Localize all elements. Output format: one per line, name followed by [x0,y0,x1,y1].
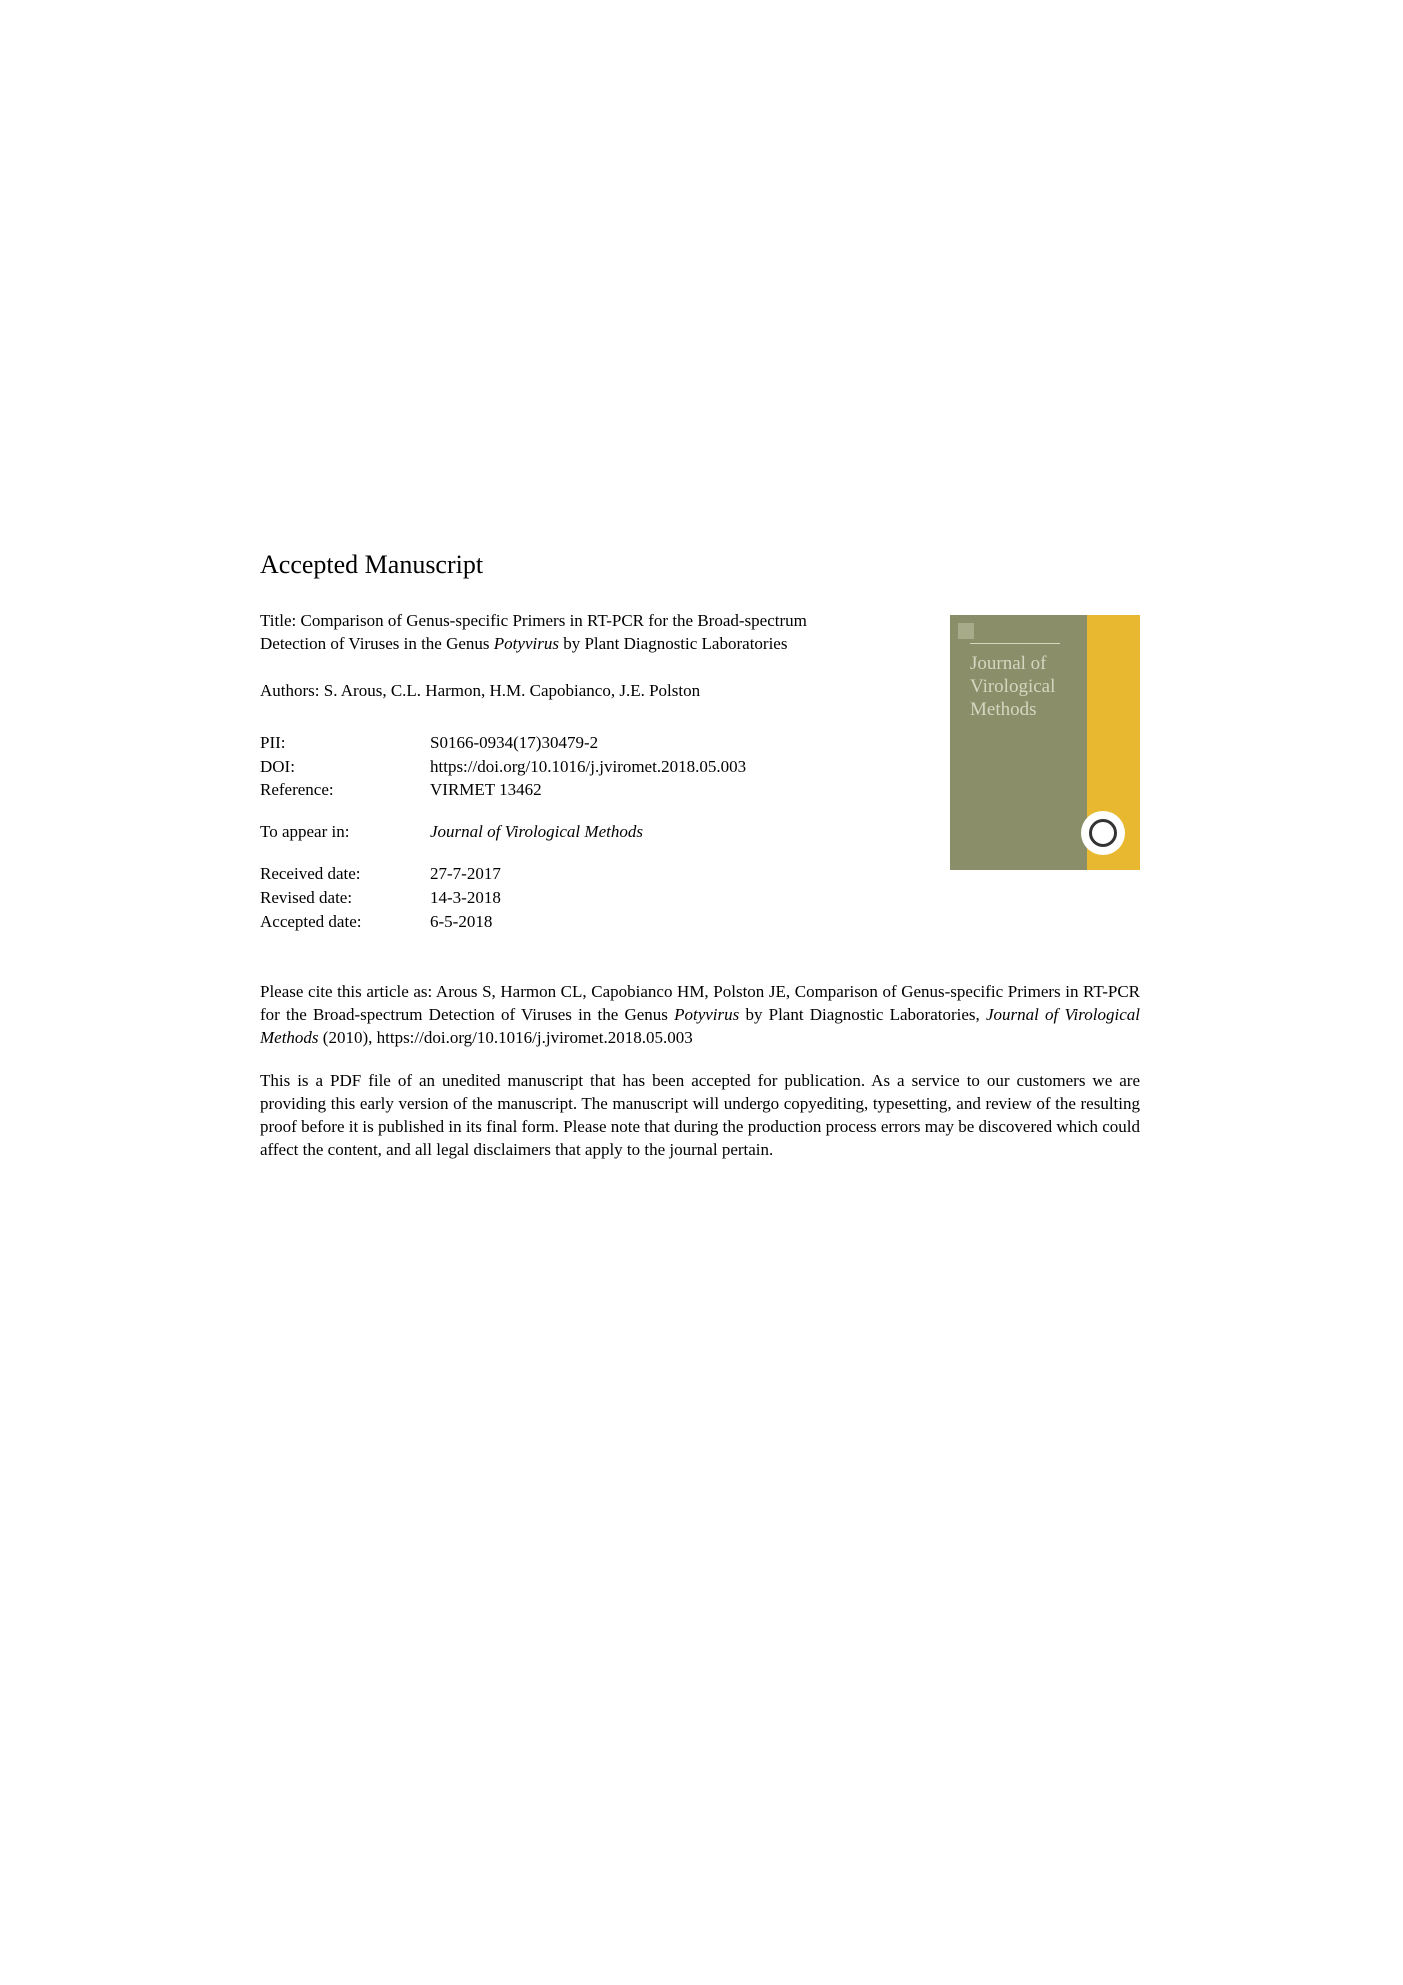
meta-value: 14-3-2018 [430,886,870,910]
cover-title: Journal of Virological Methods [970,653,1055,721]
meta-label: To appear in: [260,820,430,844]
meta-row-pii: PII: S0166-0934(17)30479-2 [260,731,870,755]
disclaimer-block: This is a PDF file of an unedited manusc… [260,1070,1140,1162]
meta-row-accepted: Accepted date: 6-5-2018 [260,910,870,934]
meta-label: Reference: [260,778,430,802]
cover-circle-icon [1081,811,1125,855]
cover-title-line: Journal of [970,653,1055,676]
page-container: Accepted Manuscript Title: Comparison of… [260,550,1140,1162]
authors-block: Authors: S. Arous, C.L. Harmon, H.M. Cap… [260,680,870,703]
content-row: Title: Comparison of Genus-specific Prim… [260,610,1140,951]
publisher-icon [958,623,974,639]
meta-row-received: Received date: 27-7-2017 [260,862,870,886]
citation-italic1: Potyvirus [674,1005,739,1024]
meta-value: S0166-0934(17)30479-2 [430,731,870,755]
meta-row-doi: DOI: https://doi.org/10.1016/j.jviromet.… [260,755,870,779]
page-heading: Accepted Manuscript [260,550,1140,580]
title-block: Title: Comparison of Genus-specific Prim… [260,610,870,656]
meta-row-revised: Revised date: 14-3-2018 [260,886,870,910]
meta-row-appearin: To appear in: Journal of Virological Met… [260,820,870,844]
meta-value: https://doi.org/10.1016/j.jviromet.2018.… [430,755,870,779]
meta-group-appearin: To appear in: Journal of Virological Met… [260,820,870,844]
cover-divider [970,643,1060,644]
citation-block: Please cite this article as: Arous S, Ha… [260,981,1140,1050]
meta-value: Journal of Virological Methods [430,820,870,844]
title-italic: Potyvirus [494,634,559,653]
meta-label: DOI: [260,755,430,779]
meta-value: VIRMET 13462 [430,778,870,802]
text-column: Title: Comparison of Genus-specific Prim… [260,610,870,951]
meta-label: Revised date: [260,886,430,910]
citation-part2: by Plant Diagnostic Laboratories, [739,1005,986,1024]
meta-group-dates: Received date: 27-7-2017 Revised date: 1… [260,862,870,933]
cover-circle-inner [1089,819,1117,847]
cover-title-line: Virological [970,676,1055,699]
meta-label: Received date: [260,862,430,886]
meta-label: Accepted date: [260,910,430,934]
cover-title-line: Methods [970,699,1055,722]
meta-label: PII: [260,731,430,755]
meta-group-identifiers: PII: S0166-0934(17)30479-2 DOI: https://… [260,731,870,802]
meta-row-reference: Reference: VIRMET 13462 [260,778,870,802]
citation-part3: (2010), https://doi.org/10.1016/j.jvirom… [319,1028,693,1047]
title-suffix: by Plant Diagnostic Laboratories [559,634,788,653]
meta-table: PII: S0166-0934(17)30479-2 DOI: https://… [260,731,870,934]
meta-value: 27-7-2017 [430,862,870,886]
meta-value: 6-5-2018 [430,910,870,934]
journal-cover: Journal of Virological Methods [950,615,1140,870]
